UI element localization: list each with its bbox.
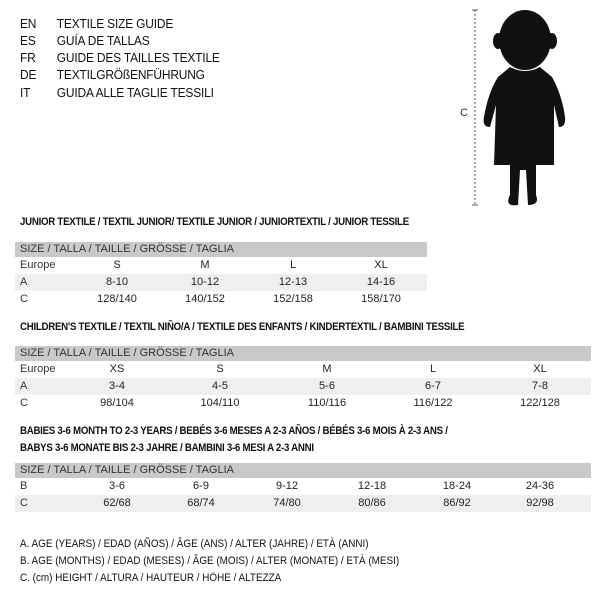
table-cell: 152/158 — [273, 293, 313, 305]
row-label: A — [20, 380, 28, 392]
table-cell: 92/98 — [526, 497, 554, 509]
children-size-table: SIZE / TALLA / TAILLE / GRÖSSE / TAGLIA … — [15, 346, 591, 412]
child-silhouette-icon — [472, 9, 566, 206]
table-cell: 6-9 — [193, 480, 209, 492]
table-cell: 104/110 — [200, 397, 240, 409]
junior-title: JUNIOR TEXTILE / TEXTIL JUNIOR/ TEXTILE … — [20, 216, 409, 228]
table-cell: S — [216, 363, 224, 375]
table-cell: 80/86 — [358, 497, 386, 509]
table-cell: 128/140 — [97, 293, 137, 305]
table-cell: L — [429, 363, 437, 375]
table-cell: 158/170 — [361, 293, 401, 305]
table-row: B 3-6 6-9 9-12 12-18 18-24 24-36 — [15, 478, 591, 495]
row-label: C — [20, 397, 28, 409]
row-label: A — [20, 276, 28, 288]
guide-title-en: EN TEXTILE SIZE GUIDE — [20, 16, 174, 31]
table-row: A 3-4 4-5 5-6 6-7 7-8 — [15, 378, 591, 395]
table-cell: 116/122 — [413, 397, 453, 409]
table-row: C 128/140 140/152 152/158 158/170 — [15, 291, 427, 308]
table-cell: 5-6 — [319, 380, 335, 392]
babies-title-line2: BABYS 3-6 MONATE BIS 2-3 JAHRE / BAMBINI… — [20, 442, 314, 454]
height-measure-label: C — [460, 107, 468, 119]
legend-age-years: A. AGE (YEARS) / EDAD (AÑOS) / ÂGE (ANS)… — [20, 538, 369, 550]
table-cell: 122/128 — [520, 397, 560, 409]
row-label: Europe — [20, 363, 56, 375]
table-cell: 98/104 — [100, 397, 134, 409]
row-label: C — [20, 497, 28, 509]
table-cell: 3-6 — [109, 480, 125, 492]
table-cell: 74/80 — [273, 497, 301, 509]
babies-size-table: SIZE / TALLA / TAILLE / GRÖSSE / TAGLIA … — [15, 463, 591, 512]
table-row: C 98/104 104/110 110/116 116/122 122/128 — [15, 395, 591, 412]
guide-title-es: ES GUÍA DE TALLAS — [20, 33, 150, 48]
guide-title-fr: FR GUIDE DES TAILLES TEXTILE — [20, 50, 220, 65]
table-cell: XL — [374, 259, 388, 271]
guide-title-de: DE TEXTILGRÖßENFÜHRUNG — [20, 67, 205, 82]
row-label: Europe — [20, 259, 56, 271]
table-cell: 8-10 — [105, 276, 129, 288]
table-cell: 7-8 — [532, 380, 548, 392]
babies-title-line1: BABIES 3-6 MONTH TO 2-3 YEARS / BEBÉS 3-… — [20, 425, 448, 437]
children-title: CHILDREN'S TEXTILE / TEXTIL NIÑO/A / TEX… — [20, 321, 465, 333]
table-cell: 4-5 — [212, 380, 228, 392]
junior-size-table: SIZE / TALLA / TAILLE / GRÖSSE / TAGLIA … — [15, 242, 427, 308]
table-row: Europe S M L XL — [15, 257, 427, 274]
table-cell: 6-7 — [425, 380, 441, 392]
table-cell: 12-18 — [357, 480, 387, 492]
legend-height: C. (cm) HEIGHT / ALTURA / HAUTEUR / HÖHE… — [20, 572, 282, 584]
table-cell: L — [289, 259, 297, 271]
table-cell: 14-16 — [366, 276, 396, 288]
table-cell: M — [200, 259, 210, 271]
table-row: A 8-10 10-12 12-13 14-16 — [15, 274, 427, 291]
table-cell: 10-12 — [190, 276, 220, 288]
table-cell: M — [322, 363, 332, 375]
table-cell: S — [113, 259, 121, 271]
size-header: SIZE / TALLA / TAILLE / GRÖSSE / TAGLIA — [15, 242, 427, 257]
table-row: C 62/68 68/74 74/80 80/86 86/92 92/98 — [15, 495, 591, 512]
legend-age-months: B. AGE (MONTHS) / EDAD (MESES) / ÂGE (MO… — [20, 555, 400, 567]
size-header: SIZE / TALLA / TAILLE / GRÖSSE / TAGLIA — [15, 346, 591, 361]
table-cell: 68/74 — [187, 497, 215, 509]
table-cell: 18-24 — [442, 480, 472, 492]
table-cell: 86/92 — [443, 497, 471, 509]
table-cell: 110/116 — [307, 397, 347, 409]
table-cell: XS — [109, 363, 125, 375]
table-cell: 3-4 — [109, 380, 125, 392]
row-label: B — [20, 480, 28, 492]
table-cell: 24-36 — [525, 480, 555, 492]
guide-title-it: IT GUIDA ALLE TAGLIE TESSILI — [20, 85, 214, 100]
table-cell: 140/152 — [185, 293, 225, 305]
table-cell: 12-13 — [278, 276, 308, 288]
table-row: Europe XS S M L XL — [15, 361, 591, 378]
row-label: C — [20, 293, 28, 305]
table-cell: 62/68 — [103, 497, 131, 509]
table-cell: 9-12 — [275, 480, 299, 492]
size-header: SIZE / TALLA / TAILLE / GRÖSSE / TAGLIA — [15, 463, 591, 478]
table-cell: XL — [533, 363, 547, 375]
